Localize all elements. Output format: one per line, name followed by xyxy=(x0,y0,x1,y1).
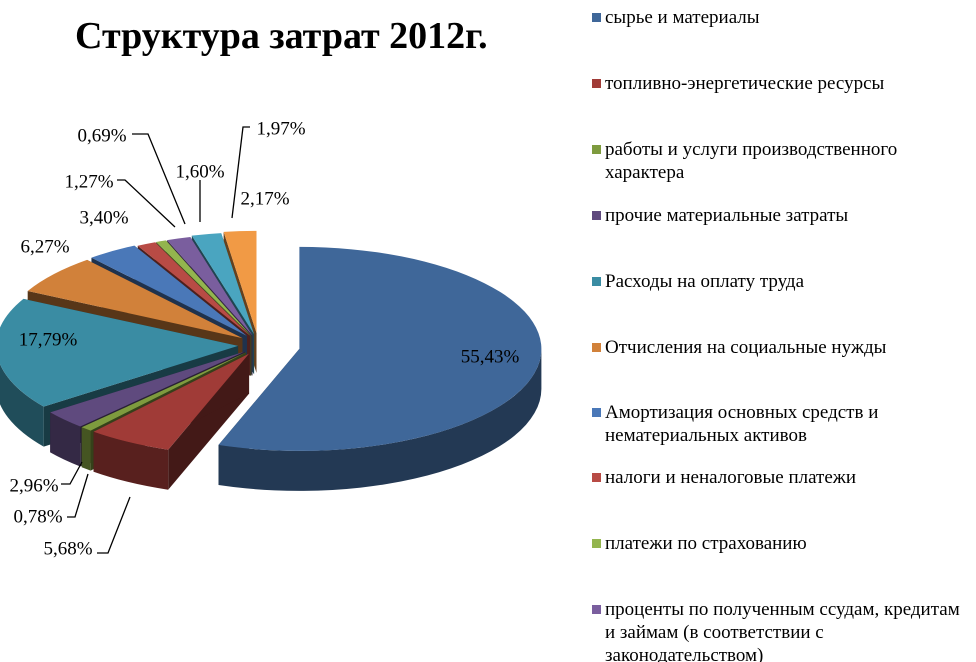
leader-line-9 xyxy=(132,133,186,225)
data-label-2: 5,68% xyxy=(43,538,92,559)
legend-label: Отчисления на социальные нужды xyxy=(605,337,887,358)
legend-swatch xyxy=(592,277,601,286)
legend-item: прочие материальные затраты xyxy=(592,204,962,227)
data-label-9: 0,69% xyxy=(77,125,126,146)
leader-line-8 xyxy=(117,179,176,228)
legend-swatch xyxy=(592,539,601,548)
legend-swatch xyxy=(592,79,601,88)
data-label-3: 0,78% xyxy=(13,506,62,527)
legend-item: Отчисления на социальные нужды xyxy=(592,336,962,359)
legend-swatch xyxy=(592,145,601,154)
slice-2[interactable] xyxy=(93,353,250,450)
legend-label: Амортизация основных средств и нематериа… xyxy=(605,402,879,446)
pie-chart: 55,43% 5,68% 0,78% 2,96% 17,79% 6,27% 3,40% 1,2… xyxy=(0,118,542,559)
legend-item: платежи по страхованию xyxy=(592,532,962,555)
legend-swatch xyxy=(592,211,601,220)
slice-5-outer-wall xyxy=(0,364,44,447)
legend-item: работы и услуги производственного характ… xyxy=(592,138,962,184)
slice-1[interactable] xyxy=(218,246,542,451)
legend-label: налоги и неналоговые платежи xyxy=(605,467,857,488)
legend-label: сырье и материалы xyxy=(605,7,760,28)
legend-item: топливно-энергетические ресурсы xyxy=(592,72,962,95)
slice-6[interactable] xyxy=(27,259,243,339)
legend-label: платежи по страхованию xyxy=(605,533,807,554)
leader-line-4 xyxy=(61,461,83,485)
slice-3[interactable] xyxy=(81,352,247,431)
legend-swatch xyxy=(592,408,601,417)
chart-title: Структура затрат 2012г. xyxy=(75,15,488,57)
leader-line-3 xyxy=(67,473,89,518)
slice-7[interactable] xyxy=(91,245,247,336)
slice-3-outer-wall xyxy=(81,427,91,471)
slice-2-outer-wall xyxy=(93,431,169,490)
data-label-4: 2,96% xyxy=(9,475,58,496)
legend-label: топливно-энергетические ресурсы xyxy=(605,73,885,94)
legend: сырье и материалы топливно-энергетические… xyxy=(592,0,976,662)
legend-item: Расходы на оплату труда xyxy=(592,270,962,293)
slice-10[interactable] xyxy=(167,237,253,336)
legend-item: Амортизация основных средств и нематериа… xyxy=(592,401,962,447)
legend-label: проценты по полученным ссудам, кредитам … xyxy=(605,599,960,662)
legend-label: прочие материальные затраты xyxy=(605,205,849,226)
data-label-10: 1,60% xyxy=(175,161,224,182)
slice-5[interactable] xyxy=(0,298,239,407)
slice-8[interactable] xyxy=(137,242,251,337)
slice-4[interactable] xyxy=(50,351,245,427)
leader-line-2 xyxy=(97,496,131,554)
slice-4-outer-wall xyxy=(50,412,81,467)
data-label-11: 1,97% xyxy=(256,118,305,139)
slice-12[interactable] xyxy=(223,230,257,333)
data-label-6: 6,27% xyxy=(20,236,69,257)
slice-11[interactable] xyxy=(191,233,255,335)
data-label-12: 2,17% xyxy=(240,188,289,209)
data-label-5: 17,79% xyxy=(19,329,78,350)
slice-1-outer-wall xyxy=(218,348,542,491)
pie-data-labels: 55,43% 5,68% 0,78% 2,96% 17,79% 6,27% 3,40% 1,2… xyxy=(9,118,519,559)
legend-swatch xyxy=(592,473,601,482)
legend-label: Расходы на оплату труда xyxy=(605,271,805,292)
legend-label: работы и услуги производственного характ… xyxy=(605,139,898,183)
legend-item: проценты по полученным ссудам, кредитам … xyxy=(592,598,962,662)
data-label-8: 1,27% xyxy=(64,171,113,192)
leader-line-11 xyxy=(231,126,250,219)
legend-swatch xyxy=(592,13,601,22)
legend-item: налоги и неналоговые платежи xyxy=(592,466,962,489)
data-label-7: 3,40% xyxy=(79,207,128,228)
pie-slices xyxy=(0,230,542,451)
legend-swatch xyxy=(592,343,601,352)
legend-item: сырье и материалы xyxy=(592,6,962,29)
legend-swatch xyxy=(592,605,601,614)
slice-9[interactable] xyxy=(156,240,252,336)
data-label-1: 55,43% xyxy=(461,346,520,367)
